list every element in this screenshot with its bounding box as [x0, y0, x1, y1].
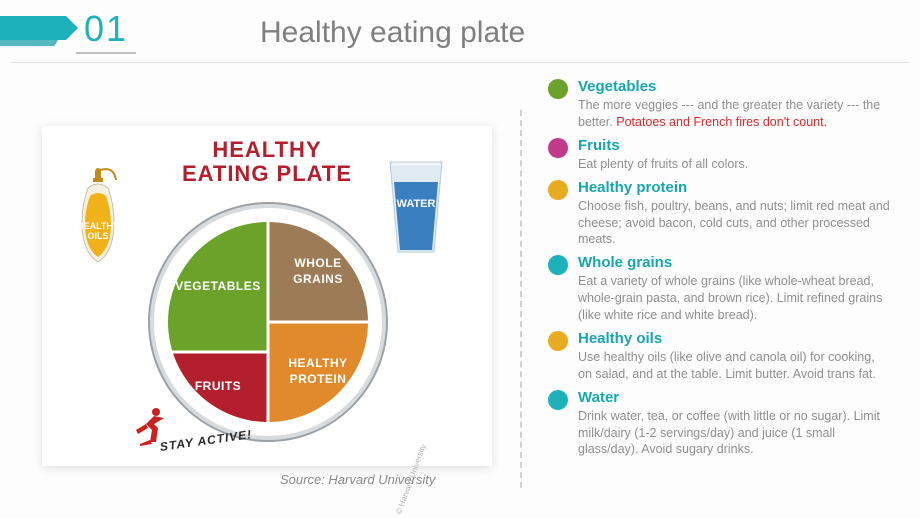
- legend-dot-icon: [548, 255, 568, 275]
- slide: 01 Healthy eating plate HEALTHY EATING P…: [0, 0, 920, 518]
- legend: VegetablesThe more veggies --- and the g…: [548, 78, 892, 464]
- vertical-divider: [520, 110, 522, 488]
- legend-body: Healthy proteinChoose fish, poultry, bea…: [578, 179, 892, 249]
- legend-dot-icon: [548, 79, 568, 99]
- legend-desc: Eat a variety of whole grains (like whol…: [578, 273, 892, 324]
- plate: VEGETABLES WHOLE GRAINS HEALTHY PROTEIN …: [148, 202, 388, 442]
- legend-desc: The more veggies --- and the greater the…: [578, 97, 892, 131]
- legend-body: Whole grainsEat a variety of whole grain…: [578, 254, 892, 324]
- legend-dot-icon: [548, 390, 568, 410]
- corner-accent-shadow: [0, 40, 58, 46]
- slide-title: Healthy eating plate: [260, 16, 525, 50]
- slide-number: 01: [76, 8, 136, 54]
- legend-item: WaterDrink water, tea, or coffee (with l…: [548, 389, 892, 459]
- legend-title: Whole grains: [578, 254, 892, 272]
- plate-dividers: [168, 222, 368, 422]
- legend-title: Vegetables: [578, 78, 892, 96]
- legend-title: Water: [578, 389, 892, 407]
- oil-bottle-icon: HEALTHYOILS: [68, 166, 128, 264]
- corner-accent: [0, 16, 66, 40]
- legend-item: Healthy proteinChoose fish, poultry, bea…: [548, 179, 892, 249]
- legend-dot-icon: [548, 138, 568, 158]
- legend-item: Whole grainsEat a variety of whole grain…: [548, 254, 892, 324]
- legend-item: VegetablesThe more veggies --- and the g…: [548, 78, 892, 131]
- legend-dot-icon: [548, 180, 568, 200]
- source-label: Source: Harvard University: [280, 472, 435, 487]
- legend-title: Healthy protein: [578, 179, 892, 197]
- figure-card: HEALTHY EATING PLATE HEALTHYOILS: [42, 126, 492, 466]
- legend-item: FruitsEat plenty of fruits of all colors…: [548, 137, 892, 173]
- legend-title: Healthy oils: [578, 330, 892, 348]
- legend-body: VegetablesThe more veggies --- and the g…: [578, 78, 892, 131]
- legend-item: Healthy oilsUse healthy oils (like olive…: [548, 330, 892, 383]
- legend-desc: Use healthy oils (like olive and canola …: [578, 349, 892, 383]
- legend-desc: Drink water, tea, or coffee (with little…: [578, 408, 892, 459]
- header-divider: [10, 62, 910, 63]
- water-glass-icon: WATER: [384, 160, 448, 254]
- legend-title: Fruits: [578, 137, 892, 155]
- figure-title-line1: HEALTHY: [42, 138, 492, 162]
- water-label: WATER: [384, 198, 448, 210]
- legend-body: Healthy oilsUse healthy oils (like olive…: [578, 330, 892, 383]
- legend-desc: Eat plenty of fruits of all colors.: [578, 156, 892, 173]
- legend-desc: Choose fish, poultry, beans, and nuts; l…: [578, 198, 892, 249]
- oil-label: HEALTHYOILS: [64, 222, 132, 242]
- legend-body: WaterDrink water, tea, or coffee (with l…: [578, 389, 892, 459]
- legend-dot-icon: [548, 331, 568, 351]
- legend-body: FruitsEat plenty of fruits of all colors…: [578, 137, 892, 173]
